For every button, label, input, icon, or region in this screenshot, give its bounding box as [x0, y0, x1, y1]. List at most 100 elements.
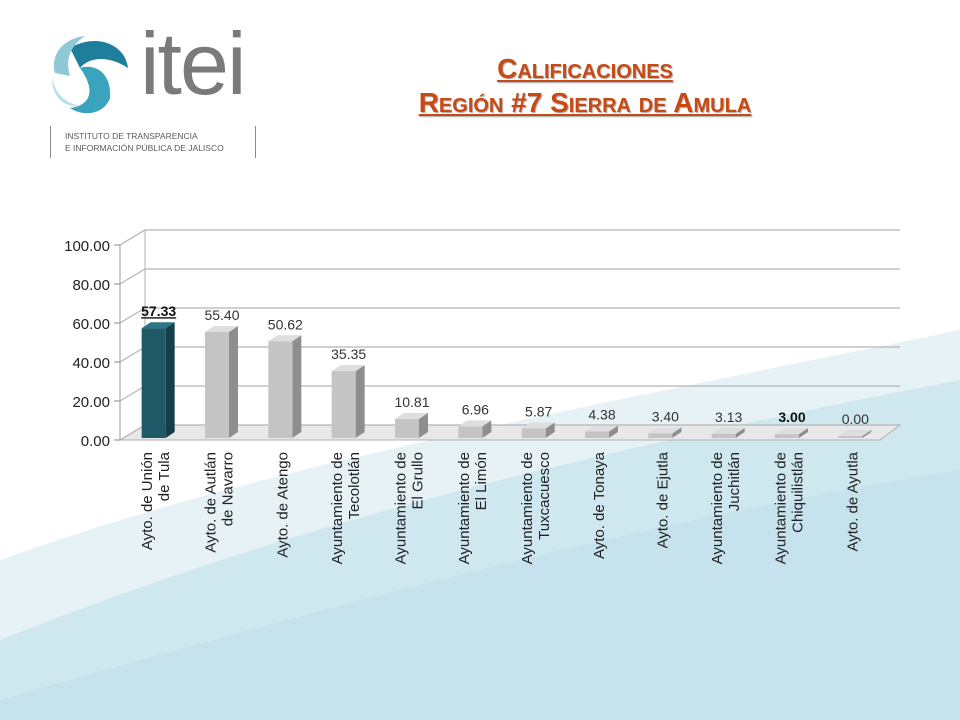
bar [775, 434, 799, 438]
bar-side [862, 430, 872, 438]
data-label: 55.40 [204, 307, 239, 323]
category-label: Juchitlán [726, 452, 743, 511]
gridline [119, 229, 900, 246]
category-label: Ayto. de Unión [139, 452, 156, 550]
category-label: Chiquilistlán [790, 452, 807, 533]
bar [711, 433, 736, 438]
bar-side [419, 412, 428, 438]
category-label-group: Ayto. de Tonaya [591, 451, 608, 559]
bar [331, 371, 356, 438]
bar-top [521, 422, 555, 429]
data-label: 3.00 [778, 409, 805, 425]
logo-swirl-icon [52, 36, 128, 114]
page-title: Calificaciones Región #7 Sierra de Amula [290, 52, 880, 120]
bar [205, 331, 229, 438]
category-label: Ayto. de Atengo [274, 452, 291, 558]
y-tick-label: 80.00 [72, 277, 110, 294]
category-label-group: Ayuntamiento de Tuxcacuesco [519, 452, 553, 564]
bar-side [672, 427, 682, 438]
gridline [119, 268, 900, 285]
category-label: Ayto. de Tonaya [591, 451, 608, 559]
bar-side [609, 425, 618, 438]
data-label: 0.00 [842, 411, 869, 427]
bar-side [292, 335, 302, 438]
category-label-group: Ayuntamiento de El Limón [456, 452, 490, 564]
bar-side [355, 365, 365, 438]
bar [521, 428, 546, 438]
category-label-group: Ayuntamiento de Chiquilistlán [773, 452, 807, 564]
chart-side-wall [119, 229, 146, 441]
gridline [119, 307, 900, 324]
category-label-group: Ayuntamiento de El Grullo [393, 452, 427, 564]
category-label-group: Ayto. de Atengo [274, 452, 291, 558]
bar-top [331, 365, 365, 372]
bar [268, 341, 293, 438]
category-label: Tecolotlán [346, 452, 363, 520]
category-label: Ayto. de Ayutla [844, 451, 861, 551]
bar-top [268, 335, 302, 342]
category-label: Ayuntamiento de [773, 452, 790, 564]
bar-top [395, 412, 428, 419]
y-tick-label: 60.00 [72, 316, 110, 333]
bar-top [711, 427, 745, 434]
bar-side [545, 422, 555, 438]
category-label: de Navarro [220, 452, 237, 526]
bar-top [205, 325, 238, 332]
y-tick-label: 100.00 [64, 238, 110, 255]
bar-top [838, 430, 872, 436]
bar [458, 426, 483, 438]
bar [585, 431, 609, 438]
logo-wordmark: itei [140, 14, 246, 113]
category-label: El Limón [473, 452, 490, 510]
bar-side [799, 428, 808, 438]
logo-subtitle-line2: E INFORMACIÓN PÚBLICA DE JALISCO [65, 143, 224, 153]
data-label: 35.35 [331, 346, 366, 362]
category-label: Ayuntamiento de [329, 452, 346, 564]
bar-side [482, 420, 492, 438]
category-label: Ayuntamiento de [519, 452, 536, 564]
data-label: 4.38 [588, 406, 615, 422]
bar [838, 436, 863, 438]
data-label: 50.62 [268, 316, 303, 332]
y-tick-label: 40.00 [72, 355, 110, 372]
bar-top [141, 322, 175, 329]
bar [395, 418, 419, 438]
category-label-group: Ayto. de Ejutla [654, 451, 671, 548]
data-label: 3.40 [652, 408, 679, 424]
logo-subtitle-line1: INSTITUTO DE TRANSPARENCIA [65, 131, 198, 141]
bar-side [735, 427, 745, 438]
bar [648, 433, 673, 438]
y-tick-label: 20.00 [72, 394, 110, 411]
category-label: Ayto. de Ejutla [654, 451, 671, 548]
data-label: 57.33 [141, 303, 176, 319]
data-label: 5.87 [525, 404, 552, 420]
category-label: Ayto. de Autlán [203, 452, 220, 553]
bar-top [648, 427, 682, 434]
title-line2: Región #7 Sierra de Amula [418, 87, 752, 118]
category-label: Ayuntamiento de [456, 452, 473, 564]
bar-top [585, 425, 618, 432]
category-label: Ayuntamiento de [709, 452, 726, 564]
itei-logo: itei INSTITUTO DE TRANSPARENCIA E INFORM… [40, 20, 270, 158]
data-label: 10.81 [394, 394, 429, 410]
bar-top [458, 420, 492, 427]
bar-side [229, 325, 238, 438]
bar [141, 328, 166, 438]
bar-side [165, 322, 175, 438]
data-label: 3.13 [715, 409, 742, 425]
category-label-group: Ayto. de Autlán de Navarro [203, 452, 237, 553]
category-label-group: Ayuntamiento de Juchitlán [709, 452, 743, 564]
category-label: Ayuntamiento de [393, 452, 410, 564]
category-label-group: Ayto. de Ayutla [844, 451, 861, 551]
category-label-group: Ayto. de Unión de Tula [139, 451, 173, 550]
category-label-group: Ayuntamiento de Tecolotlán [329, 452, 363, 564]
category-label: Tuxcacuesco [536, 452, 553, 540]
y-tick-label: 0.00 [81, 433, 110, 450]
data-label: 6.96 [462, 401, 489, 417]
bar-top [775, 428, 808, 435]
title-line1: Calificaciones [497, 53, 673, 84]
category-label: El Grullo [410, 452, 427, 510]
category-label: de Tula [156, 451, 173, 501]
logo-subtitle: INSTITUTO DE TRANSPARENCIA E INFORMACIÓN… [50, 126, 256, 158]
